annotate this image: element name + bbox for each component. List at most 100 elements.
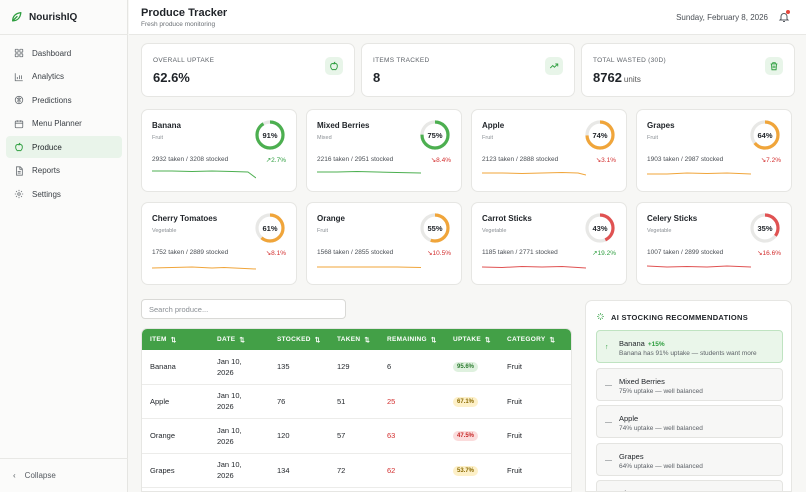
sidebar-item-produce[interactable]: Produce [6, 136, 122, 158]
cell-stocked: 135 [277, 362, 290, 372]
produce-card[interactable]: Celery Sticks Vegetable 35% 1007 taken / 28… [636, 202, 792, 285]
uptake-percent: 91% [262, 130, 278, 140]
sidebar-item-dashboard[interactable]: Dashboard [6, 42, 122, 64]
column-header-item[interactable]: ITEM ⇅ [150, 336, 177, 344]
produce-card[interactable]: Cherry Tomatoes Vegetable 61% 1752 taken / … [141, 202, 297, 285]
cell-taken: 57 [337, 431, 346, 441]
stat-label: ITEMS TRACKED [373, 57, 430, 64]
cell-stocked: 76 [277, 396, 286, 406]
stat-card-total-wasted: TOTAL WASTED (30D) 8762 units [581, 43, 795, 97]
recommendation-name: Cherry Tomatoes [619, 489, 676, 491]
bar-chart-icon [13, 71, 24, 82]
column-header-remaining[interactable]: REMAINING ⇅ [387, 336, 437, 344]
cell-category: Fruit [507, 431, 522, 441]
produce-card[interactable]: Apple Fruit 74% 2123 taken / 2888 stocked ↘3… [471, 109, 627, 192]
sort-icon: ⇅ [430, 336, 437, 344]
produce-category: Fruit [482, 135, 493, 141]
brand[interactable]: NourishIQ [10, 10, 77, 25]
recommendation-item[interactable]: —Cherry Tomatoes [596, 480, 783, 491]
cell-stocked: 120 [277, 431, 290, 441]
uptake-ring [749, 212, 781, 244]
cell-item: Banana [150, 362, 176, 372]
uptake-ring [584, 119, 616, 151]
produce-category: Fruit [647, 135, 658, 141]
recommendation-description: 75% uptake — well balanced [619, 387, 703, 395]
uptake-percent: 43% [592, 223, 608, 233]
leaf-logo-icon [10, 10, 23, 25]
uptake-percent: 35% [757, 223, 773, 233]
sidebar-item-predictions[interactable]: Predictions [6, 89, 122, 111]
produce-card[interactable]: Grapes Fruit 64% 1903 taken / 2987 stocked ↘… [636, 109, 792, 192]
cell-uptake: 95.6% [453, 361, 507, 373]
produce-card[interactable]: Orange Fruit 55% 1568 taken / 2855 stocked ↘… [306, 202, 462, 285]
recommendation-item[interactable]: — Apple 74% uptake — well balanced [596, 405, 783, 438]
stat-card-overall-uptake: OVERALL UPTAKE 62.6% [141, 43, 355, 97]
produce-card[interactable]: Banana Fruit 91% 2932 taken / 3208 stocked ↗… [141, 109, 297, 192]
produce-stats: 2123 taken / 2888 stocked [482, 156, 559, 163]
column-header-taken[interactable]: TAKEN ⇅ [337, 336, 371, 344]
minus-icon: — [605, 419, 612, 426]
recommendation-description: 74% uptake — well balanced [619, 425, 703, 432]
cell-uptake: 67.1% [453, 396, 507, 407]
produce-category: Mixed [317, 135, 332, 141]
recommendation-description: 64% uptake — well balanced [619, 462, 703, 470]
sidebar-nav: Dashboard Analytics Predictions Menu Pla… [6, 42, 122, 207]
uptake-ring [749, 119, 781, 151]
sidebar-item-label: Settings [32, 189, 61, 199]
column-header-date[interactable]: DATE ⇅ [217, 336, 246, 344]
uptake-ring [254, 212, 286, 244]
sparkline [646, 261, 752, 275]
produce-name: Mixed Berries [317, 121, 370, 130]
uptake-percent: 74% [592, 130, 608, 140]
column-header-category[interactable]: CATEGORY ⇅ [507, 336, 556, 344]
trend-indicator: ↘16.6% [757, 250, 781, 257]
sidebar-item-menu-planner[interactable]: Menu Planner [6, 113, 122, 135]
bell-icon[interactable] [778, 11, 790, 23]
sort-icon: ⇅ [239, 336, 246, 344]
cell-remaining: 6 [387, 362, 392, 372]
cell-date: Jan 10, 2026 [217, 356, 242, 377]
uptake-percent: 75% [427, 130, 443, 140]
recommendation-name: Mixed Berries [619, 376, 665, 386]
cell-date: Jan 10, 2026 [217, 425, 242, 446]
sidebar-item-label: Produce [32, 142, 62, 152]
sparkline [317, 168, 422, 182]
cell-remaining: 62 [387, 465, 396, 475]
arrow-up-icon: ↑ [605, 344, 609, 351]
collapse-button[interactable]: ‹ Collapse [0, 458, 128, 492]
sidebar-item-label: Reports [32, 166, 61, 175]
produce-category: Fruit [317, 228, 328, 234]
sidebar-item-analytics[interactable]: Analytics [6, 66, 122, 88]
stat-card-items-tracked: ITEMS TRACKED 8 [361, 43, 575, 97]
minus-icon: — [605, 456, 612, 464]
trend-indicator: ↘3.1% [595, 157, 616, 164]
column-header-stocked[interactable]: STOCKED ⇅ [277, 336, 321, 344]
sidebar-item-settings[interactable]: Settings [6, 183, 122, 205]
recommendation-item[interactable]: ↑ Banana +15% Banana has 91% uptake — stude… [596, 330, 783, 363]
sparkline [317, 261, 422, 275]
produce-name: Grapes [647, 121, 675, 130]
recommendation-item[interactable]: — Mixed Berries 75% uptake — well balanced [596, 367, 783, 401]
produce-card[interactable]: Mixed Berries Mixed 75% 2216 taken / 2951 s… [306, 109, 462, 192]
recommendation-item[interactable]: — Grapes 64% uptake — well balanced [596, 442, 783, 476]
sidebar-item-reports[interactable]: Reports [6, 160, 122, 182]
sidebar: NourishIQ Dashboard Analytics Prediction… [0, 0, 128, 492]
trend-indicator: ↗2.7% [265, 157, 286, 164]
sparkle-icon [596, 312, 605, 323]
uptake-percent: 55% [427, 223, 443, 233]
table-row[interactable]: Banana Jan 10, 2026 135 129 6 95.6% Fruit [142, 350, 571, 385]
trash-icon [765, 57, 783, 75]
calendar-icon [13, 118, 24, 129]
column-header-uptake[interactable]: UPTAKE ⇅ [453, 336, 491, 344]
table-row[interactable]: Orange Jan 10, 2026 120 57 63 47.5% Fruit [142, 419, 571, 454]
table-row[interactable]: Apple Jan 10, 2026 76 51 25 67.1% Fruit [142, 385, 571, 419]
table-row[interactable]: Grapes Jan 10, 2026 134 72 62 53.7% Fruit [142, 454, 571, 488]
produce-stats: 1568 taken / 2855 stocked [317, 249, 394, 256]
cell-uptake: 53.7% [453, 465, 507, 476]
sort-icon: ⇅ [170, 336, 177, 344]
search-input[interactable] [141, 299, 346, 319]
trend-indicator: ↘7.2% [760, 157, 781, 164]
produce-card[interactable]: Carrot Sticks Vegetable 43% 1185 taken / 27… [471, 202, 627, 285]
cell-item: Orange [150, 431, 176, 441]
page-title: Produce Tracker [141, 7, 228, 19]
